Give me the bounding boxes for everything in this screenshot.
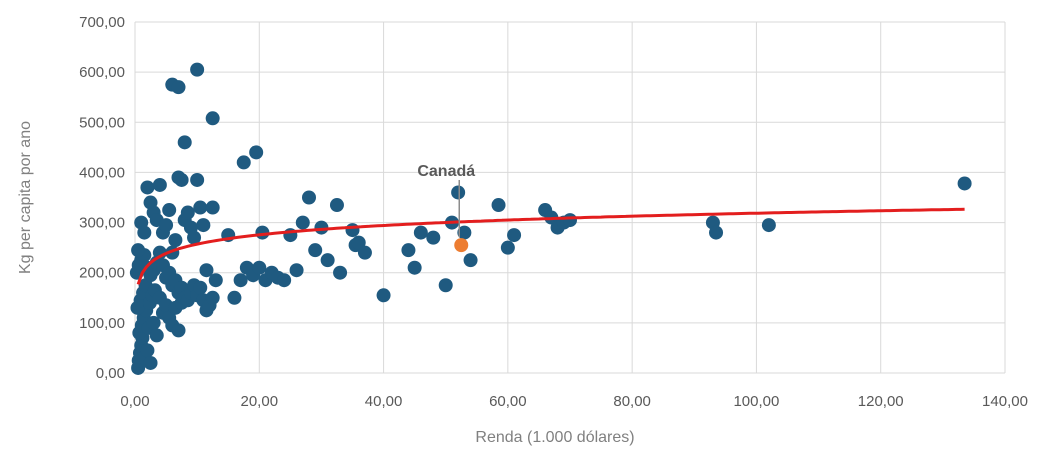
data-point — [957, 176, 972, 191]
data-point — [193, 280, 208, 295]
data-point — [208, 273, 223, 288]
data-point — [180, 205, 195, 220]
y-tick-label: 100,00 — [79, 315, 125, 332]
data-point — [709, 225, 724, 240]
y-tick-label: 400,00 — [79, 164, 125, 181]
x-tick-label: 80,00 — [613, 393, 651, 410]
data-point — [463, 253, 478, 268]
x-axis-title: Renda (1.000 dólares) — [475, 429, 634, 446]
data-point — [407, 260, 422, 275]
y-axis-ticks: 0,00 100,00 200,00 300,00 400,00 500,00 600,00… — [79, 14, 125, 382]
highlight-point-canada — [454, 238, 469, 253]
data-point — [376, 288, 391, 303]
data-point — [252, 260, 267, 275]
data-point — [140, 180, 155, 195]
data-point — [329, 198, 344, 213]
y-tick-label: 600,00 — [79, 64, 125, 81]
x-tick-label: 120,00 — [858, 393, 904, 410]
data-point — [152, 177, 167, 192]
x-tick-label: 60,00 — [489, 393, 527, 410]
data-point — [187, 230, 202, 245]
data-point — [131, 243, 146, 258]
data-point — [357, 245, 372, 260]
data-point — [196, 218, 211, 233]
y-tick-label: 500,00 — [79, 114, 125, 131]
data-point — [302, 190, 316, 205]
y-axis-title: Kg per capita por ano — [17, 121, 34, 274]
y-tick-label: 700,00 — [79, 14, 125, 31]
data-point — [168, 233, 183, 248]
data-point — [146, 315, 161, 330]
data-point — [159, 218, 174, 233]
data-point — [205, 290, 220, 305]
data-point — [333, 265, 348, 280]
data-point — [345, 223, 360, 238]
data-points — [129, 62, 972, 375]
data-point — [205, 111, 220, 126]
data-point — [249, 145, 264, 160]
y-tick-label: 300,00 — [79, 215, 125, 232]
data-point — [140, 343, 155, 358]
data-point — [507, 228, 522, 243]
data-point — [190, 172, 205, 187]
data-point — [295, 215, 310, 230]
data-point — [143, 355, 158, 370]
data-point — [320, 253, 335, 268]
data-point — [162, 203, 177, 218]
data-point — [199, 263, 214, 278]
data-point — [205, 200, 220, 215]
data-point — [761, 218, 776, 233]
x-tick-label: 100,00 — [733, 393, 779, 410]
data-point — [149, 328, 164, 343]
data-point — [401, 243, 416, 258]
data-point — [227, 290, 242, 305]
data-point — [174, 172, 189, 187]
data-point — [289, 263, 304, 278]
data-point — [457, 225, 472, 240]
x-tick-label: 140,00 — [982, 393, 1028, 410]
x-axis-ticks: 0,00 20,00 40,00 60,00 80,00 100,00 120,00 140,… — [120, 393, 1028, 410]
y-tick-label: 200,00 — [79, 265, 125, 282]
data-point — [277, 273, 292, 288]
data-point — [413, 225, 428, 240]
data-point — [451, 185, 466, 200]
trendline — [136, 207, 965, 285]
data-point — [426, 230, 441, 245]
data-point — [233, 273, 248, 288]
data-point — [500, 240, 515, 255]
data-point — [351, 235, 366, 250]
x-tick-label: 0,00 — [120, 393, 149, 410]
data-point — [308, 243, 323, 258]
data-point — [563, 213, 577, 228]
data-point — [171, 323, 186, 338]
y-tick-label: 0,00 — [96, 365, 125, 382]
grid — [134, 21, 1006, 374]
annotation-label-canada: Canadá — [417, 163, 475, 180]
data-point — [190, 62, 205, 77]
data-point — [193, 200, 208, 215]
x-tick-label: 20,00 — [241, 393, 279, 410]
data-point — [438, 278, 453, 293]
x-tick-label: 40,00 — [365, 393, 403, 410]
data-point — [171, 80, 186, 95]
data-point — [236, 155, 251, 170]
data-point — [177, 135, 192, 150]
data-point — [137, 225, 152, 240]
data-point — [491, 198, 506, 213]
